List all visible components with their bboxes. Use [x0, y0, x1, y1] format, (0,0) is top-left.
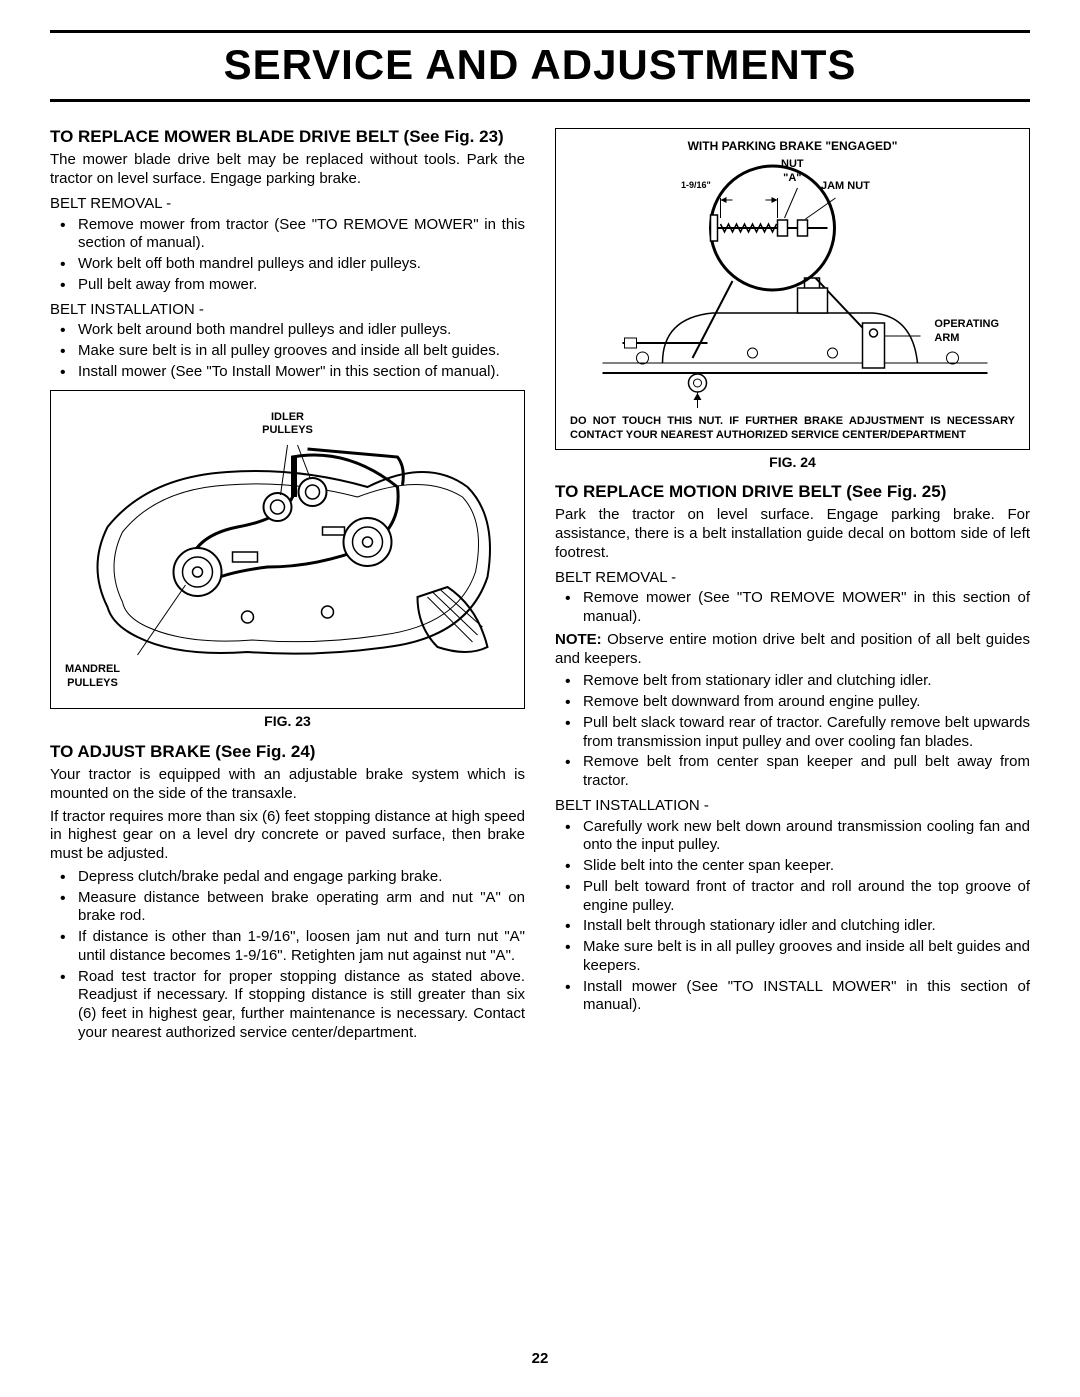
- motion-install-list: Carefully work new belt down around tran…: [555, 818, 1030, 1016]
- rule-under-title: [50, 99, 1030, 102]
- fig23-idler-label1: IDLER: [271, 411, 304, 423]
- fig24-top-label: WITH PARKING BRAKE "ENGAGED": [566, 139, 1019, 154]
- belt-removal-head: BELT REMOVAL -: [50, 195, 525, 214]
- list-item: Depress clutch/brake pedal and engage pa…: [50, 868, 525, 887]
- list-item: Make sure belt is in all pulley grooves …: [555, 938, 1030, 976]
- motion-removal-list2: Remove belt from stationary idler and cl…: [555, 672, 1030, 791]
- figure-24-diagram: [566, 158, 1019, 408]
- brake-list: Depress clutch/brake pedal and engage pa…: [50, 868, 525, 1043]
- motion-intro: Park the tractor on level surface. Engag…: [555, 506, 1030, 562]
- brake-para1: Your tractor is equipped with an adjusta…: [50, 766, 525, 804]
- list-item: Remove belt from stationary idler and cl…: [555, 672, 1030, 691]
- motion-install-head: BELT INSTALLATION -: [555, 797, 1030, 816]
- list-item: Measure distance between brake operating…: [50, 889, 525, 927]
- figure-23-diagram: [57, 397, 518, 697]
- fig24-nut-label2: "A": [783, 172, 801, 184]
- section-heading-motion: TO REPLACE MOTION DRIVE BELT (See Fig. 2…: [555, 481, 1030, 502]
- belt-install-list: Work belt around both mandrel pulleys an…: [50, 321, 525, 381]
- right-column: WITH PARKING BRAKE "ENGAGED" NUT "A" JAM…: [555, 120, 1030, 1047]
- motion-removal-list1: Remove mower (See "TO REMOVE MOWER" in t…: [555, 589, 1030, 627]
- note-strong: NOTE:: [555, 631, 602, 648]
- list-item: Install mower (See "To Install Mower" in…: [50, 363, 525, 382]
- list-item: Pull belt away from mower.: [50, 276, 525, 295]
- list-item: Remove belt downward from around engine …: [555, 693, 1030, 712]
- page-number: 22: [0, 1350, 1080, 1367]
- belt-install-head: BELT INSTALLATION -: [50, 301, 525, 320]
- two-column-layout: TO REPLACE MOWER BLADE DRIVE BELT (See F…: [50, 120, 1030, 1047]
- list-item: Slide belt into the center span keeper.: [555, 857, 1030, 876]
- fig23-mandrel-label2: PULLEYS: [67, 677, 118, 689]
- fig24-dim-label: 1-9/16": [681, 180, 711, 191]
- fig23-mandrel-label1: MANDREL: [65, 663, 120, 675]
- list-item: Work belt off both mandrel pulleys and i…: [50, 255, 525, 274]
- list-item: Install mower (See "TO INSTALL MOWER" in…: [555, 978, 1030, 1016]
- list-item: Pull belt slack toward rear of tractor. …: [555, 714, 1030, 752]
- list-item: Pull belt toward front of tractor and ro…: [555, 878, 1030, 916]
- figure-24-box: WITH PARKING BRAKE "ENGAGED" NUT "A" JAM…: [555, 128, 1030, 450]
- list-item: If distance is other than 1-9/16", loose…: [50, 928, 525, 966]
- motion-note: NOTE: Observe entire motion drive belt a…: [555, 631, 1030, 669]
- left-column: TO REPLACE MOWER BLADE DRIVE BELT (See F…: [50, 120, 525, 1047]
- list-item: Remove mower (See "TO REMOVE MOWER" in t…: [555, 589, 1030, 627]
- list-item: Remove mower from tractor (See "TO REMOV…: [50, 216, 525, 254]
- list-item: Work belt around both mandrel pulleys an…: [50, 321, 525, 340]
- page-title: SERVICE AND ADJUSTMENTS: [50, 41, 1030, 89]
- rule-top: [50, 30, 1030, 33]
- fig23-caption: FIG. 23: [50, 713, 525, 731]
- list-item: Road test tractor for proper stopping di…: [50, 968, 525, 1043]
- motion-removal-head: BELT REMOVAL -: [555, 569, 1030, 588]
- fig24-oparm1: OPERATING: [934, 318, 999, 330]
- list-item: Remove belt from center span keeper and …: [555, 753, 1030, 791]
- section1-intro: The mower blade drive belt may be replac…: [50, 151, 525, 189]
- figure-23-box: IDLER PULLEYS MANDREL PULLEYS: [50, 390, 525, 710]
- fig24-jamnut-label: JAM NUT: [821, 180, 870, 194]
- belt-removal-list: Remove mower from tractor (See "TO REMOV…: [50, 216, 525, 295]
- note-text: Observe entire motion drive belt and pos…: [555, 631, 1030, 667]
- list-item: Install belt through stationary idler an…: [555, 917, 1030, 936]
- fig23-idler-label2: PULLEYS: [262, 424, 313, 436]
- fig24-bottom-note: DO NOT TOUCH THIS NUT. IF FURTHER BRAKE …: [566, 414, 1019, 443]
- fig24-oparm2: ARM: [934, 332, 959, 344]
- section-heading-belt: TO REPLACE MOWER BLADE DRIVE BELT (See F…: [50, 126, 525, 147]
- list-item: Carefully work new belt down around tran…: [555, 818, 1030, 856]
- brake-para2: If tractor requires more than six (6) fe…: [50, 808, 525, 864]
- fig24-nut-label1: NUT: [781, 158, 804, 170]
- section-heading-brake: TO ADJUST BRAKE (See Fig. 24): [50, 741, 525, 762]
- list-item: Make sure belt is in all pulley grooves …: [50, 342, 525, 361]
- fig24-caption: FIG. 24: [555, 454, 1030, 472]
